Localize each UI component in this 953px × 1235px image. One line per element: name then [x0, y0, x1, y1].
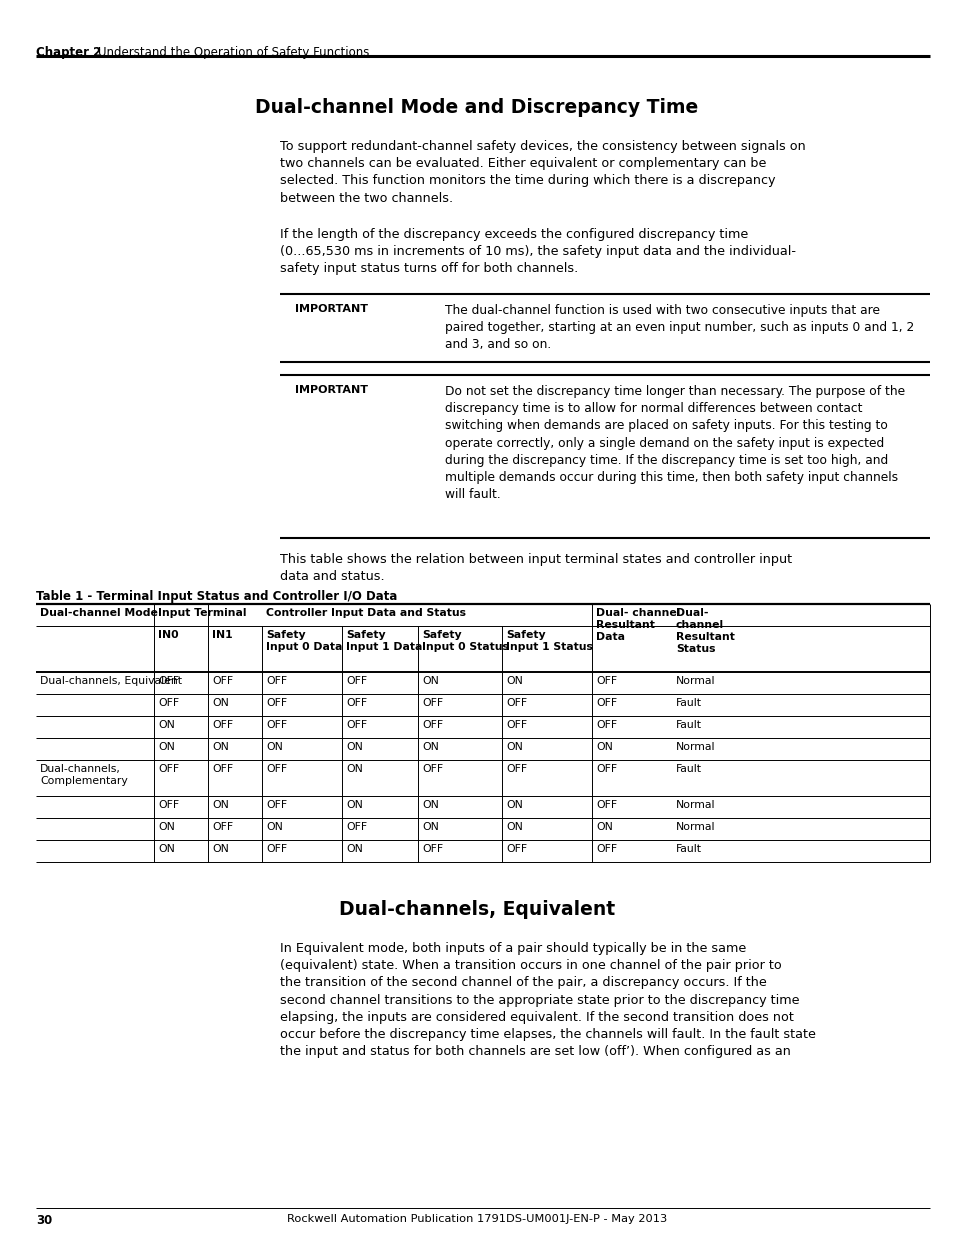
Text: OFF: OFF	[158, 764, 179, 774]
Text: OFF: OFF	[266, 676, 287, 685]
Text: The dual-channel function is used with two consecutive inputs that are
paired to: The dual-channel function is used with t…	[444, 304, 913, 352]
Text: OFF: OFF	[212, 720, 233, 730]
Text: OFF: OFF	[596, 698, 617, 708]
Text: Fault: Fault	[676, 764, 701, 774]
Text: In Equivalent mode, both inputs of a pair should typically be in the same
(equiv: In Equivalent mode, both inputs of a pai…	[280, 942, 815, 1058]
Text: ON: ON	[158, 844, 174, 853]
Text: Chapter 2: Chapter 2	[36, 46, 101, 59]
Text: OFF: OFF	[596, 800, 617, 810]
Text: OFF: OFF	[346, 698, 367, 708]
Text: ON: ON	[596, 742, 612, 752]
Text: ON: ON	[505, 800, 522, 810]
Text: OFF: OFF	[158, 800, 179, 810]
Text: Rockwell Automation Publication 1791DS-UM001J-EN-P - May 2013: Rockwell Automation Publication 1791DS-U…	[287, 1214, 666, 1224]
Text: ON: ON	[158, 823, 174, 832]
Text: ON: ON	[158, 742, 174, 752]
Text: OFF: OFF	[505, 764, 527, 774]
Text: Safety
Input 1 Status: Safety Input 1 Status	[505, 630, 592, 652]
Text: Safety
Input 1 Data: Safety Input 1 Data	[346, 630, 422, 652]
Text: If the length of the discrepancy exceeds the configured discrepancy time
(0...65: If the length of the discrepancy exceeds…	[280, 228, 795, 275]
Text: OFF: OFF	[596, 764, 617, 774]
Text: Fault: Fault	[676, 720, 701, 730]
Text: This table shows the relation between input terminal states and controller input: This table shows the relation between in…	[280, 553, 791, 583]
Text: ON: ON	[346, 742, 362, 752]
Text: Dual-
channel
Resultant
Status: Dual- channel Resultant Status	[676, 608, 734, 655]
Text: Do not set the discrepancy time longer than necessary. The purpose of the
discre: Do not set the discrepancy time longer t…	[444, 385, 904, 501]
Text: OFF: OFF	[596, 720, 617, 730]
Text: OFF: OFF	[346, 823, 367, 832]
Text: ON: ON	[212, 698, 229, 708]
Text: OFF: OFF	[266, 764, 287, 774]
Text: ON: ON	[346, 800, 362, 810]
Text: Fault: Fault	[676, 844, 701, 853]
Text: Dual-channel Mode: Dual-channel Mode	[40, 608, 157, 618]
Text: ON: ON	[421, 823, 438, 832]
Text: OFF: OFF	[421, 764, 442, 774]
Text: OFF: OFF	[266, 720, 287, 730]
Text: OFF: OFF	[421, 720, 442, 730]
Text: ON: ON	[421, 800, 438, 810]
Text: Safety
Input 0 Status: Safety Input 0 Status	[421, 630, 508, 652]
Text: ON: ON	[421, 742, 438, 752]
Text: Normal: Normal	[676, 823, 715, 832]
Text: OFF: OFF	[266, 844, 287, 853]
Text: OFF: OFF	[158, 676, 179, 685]
Text: Dual-channels, Equivalent: Dual-channels, Equivalent	[338, 900, 615, 919]
Text: Safety
Input 0 Data: Safety Input 0 Data	[266, 630, 342, 652]
Text: OFF: OFF	[596, 844, 617, 853]
Text: Dual-channels,
Complementary: Dual-channels, Complementary	[40, 764, 128, 785]
Text: OFF: OFF	[158, 698, 179, 708]
Text: Normal: Normal	[676, 676, 715, 685]
Text: OFF: OFF	[212, 764, 233, 774]
Text: Normal: Normal	[676, 800, 715, 810]
Text: OFF: OFF	[596, 676, 617, 685]
Text: ON: ON	[346, 844, 362, 853]
Text: OFF: OFF	[421, 844, 442, 853]
Text: ON: ON	[266, 823, 283, 832]
Text: ON: ON	[505, 742, 522, 752]
Text: OFF: OFF	[505, 720, 527, 730]
Text: ON: ON	[212, 800, 229, 810]
Text: OFF: OFF	[505, 844, 527, 853]
Text: ON: ON	[158, 720, 174, 730]
Text: Table 1 - Terminal Input Status and Controller I/O Data: Table 1 - Terminal Input Status and Cont…	[36, 590, 397, 603]
Text: ON: ON	[505, 676, 522, 685]
Text: ON: ON	[212, 742, 229, 752]
Text: Fault: Fault	[676, 698, 701, 708]
Text: IMPORTANT: IMPORTANT	[294, 304, 368, 314]
Text: To support redundant-channel safety devices, the consistency between signals on
: To support redundant-channel safety devi…	[280, 140, 805, 205]
Text: ON: ON	[212, 844, 229, 853]
Text: ON: ON	[266, 742, 283, 752]
Text: OFF: OFF	[212, 676, 233, 685]
Text: Dual-channel Mode and Discrepancy Time: Dual-channel Mode and Discrepancy Time	[255, 98, 698, 117]
Text: Controller Input Data and Status: Controller Input Data and Status	[266, 608, 465, 618]
Text: OFF: OFF	[421, 698, 442, 708]
Text: OFF: OFF	[346, 676, 367, 685]
Text: OFF: OFF	[266, 698, 287, 708]
Text: Understand the Operation of Safety Functions: Understand the Operation of Safety Funct…	[98, 46, 369, 59]
Text: ON: ON	[505, 823, 522, 832]
Text: ON: ON	[596, 823, 612, 832]
Text: OFF: OFF	[346, 720, 367, 730]
Text: OFF: OFF	[505, 698, 527, 708]
Text: Dual- channel
Resultant
Data: Dual- channel Resultant Data	[596, 608, 679, 642]
Text: IN1: IN1	[212, 630, 233, 640]
Text: OFF: OFF	[212, 823, 233, 832]
Text: ON: ON	[421, 676, 438, 685]
Text: IMPORTANT: IMPORTANT	[294, 385, 368, 395]
Text: Dual-channels, Equivalent: Dual-channels, Equivalent	[40, 676, 182, 685]
Text: ON: ON	[346, 764, 362, 774]
Text: 30: 30	[36, 1214, 52, 1228]
Text: Normal: Normal	[676, 742, 715, 752]
Text: IN0: IN0	[158, 630, 178, 640]
Text: Input Terminal: Input Terminal	[158, 608, 246, 618]
Text: OFF: OFF	[266, 800, 287, 810]
